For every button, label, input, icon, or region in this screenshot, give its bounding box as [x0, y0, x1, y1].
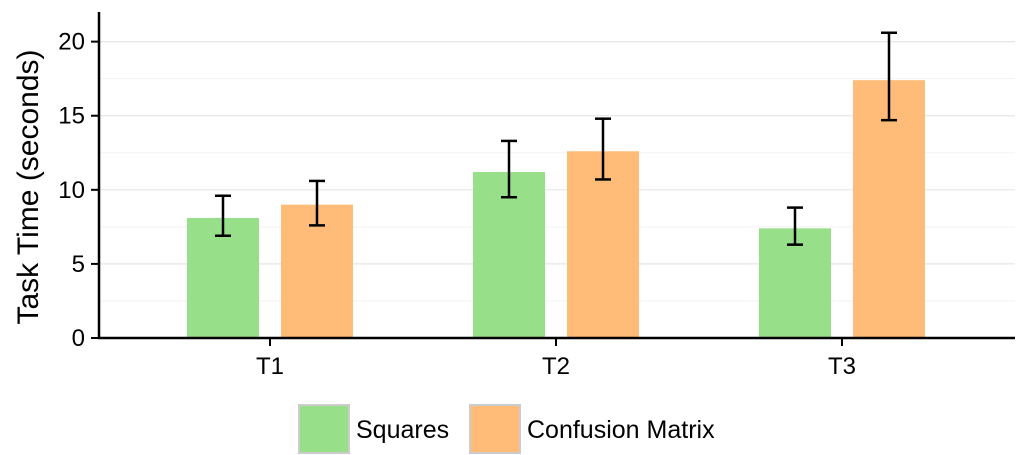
legend-label: Squares: [356, 416, 449, 444]
bar-confusion-matrix-t3: [853, 80, 925, 338]
bar-squares-t2: [473, 172, 545, 338]
legend-swatch: [469, 404, 521, 454]
legend: Squares Confusion Matrix: [298, 404, 715, 454]
y-tick-label: 15: [58, 103, 85, 130]
x-tick-label: T1: [256, 353, 284, 380]
bar-confusion-matrix-t1: [281, 204, 353, 338]
x-tick-label: T2: [542, 353, 570, 380]
error-bar-squares-t3: [787, 206, 803, 246]
x-tick-label: T3: [828, 353, 856, 380]
legend-swatch: [298, 404, 350, 454]
error-bar-squares-t1: [215, 194, 231, 238]
y-tick-label: 0: [72, 325, 85, 352]
x-axis-ticks: T1 T2 T3: [256, 338, 856, 380]
y-tick-label: 10: [58, 177, 85, 204]
error-bar-squares-t2: [501, 139, 517, 199]
bar-squares-t3: [759, 228, 831, 338]
y-axis-title: Task Time (seconds): [12, 49, 45, 324]
error-bar-confusion-matrix-t2: [595, 117, 611, 181]
bars: [187, 80, 925, 338]
error-bar-confusion-matrix-t1: [309, 179, 325, 227]
y-axis-ticks: 0 5 10 15 20: [58, 29, 99, 352]
legend-label: Confusion Matrix: [527, 416, 715, 444]
y-tick-label: 5: [72, 251, 85, 278]
error-bars: [215, 31, 897, 246]
bar-squares-t1: [187, 217, 259, 338]
legend-item-squares: Squares: [298, 404, 449, 454]
error-bar-confusion-matrix-t3: [881, 31, 897, 122]
legend-item-confusion-matrix: Confusion Matrix: [469, 404, 715, 454]
y-tick-label: 20: [58, 29, 85, 56]
bar-confusion-matrix-t2: [567, 151, 639, 338]
